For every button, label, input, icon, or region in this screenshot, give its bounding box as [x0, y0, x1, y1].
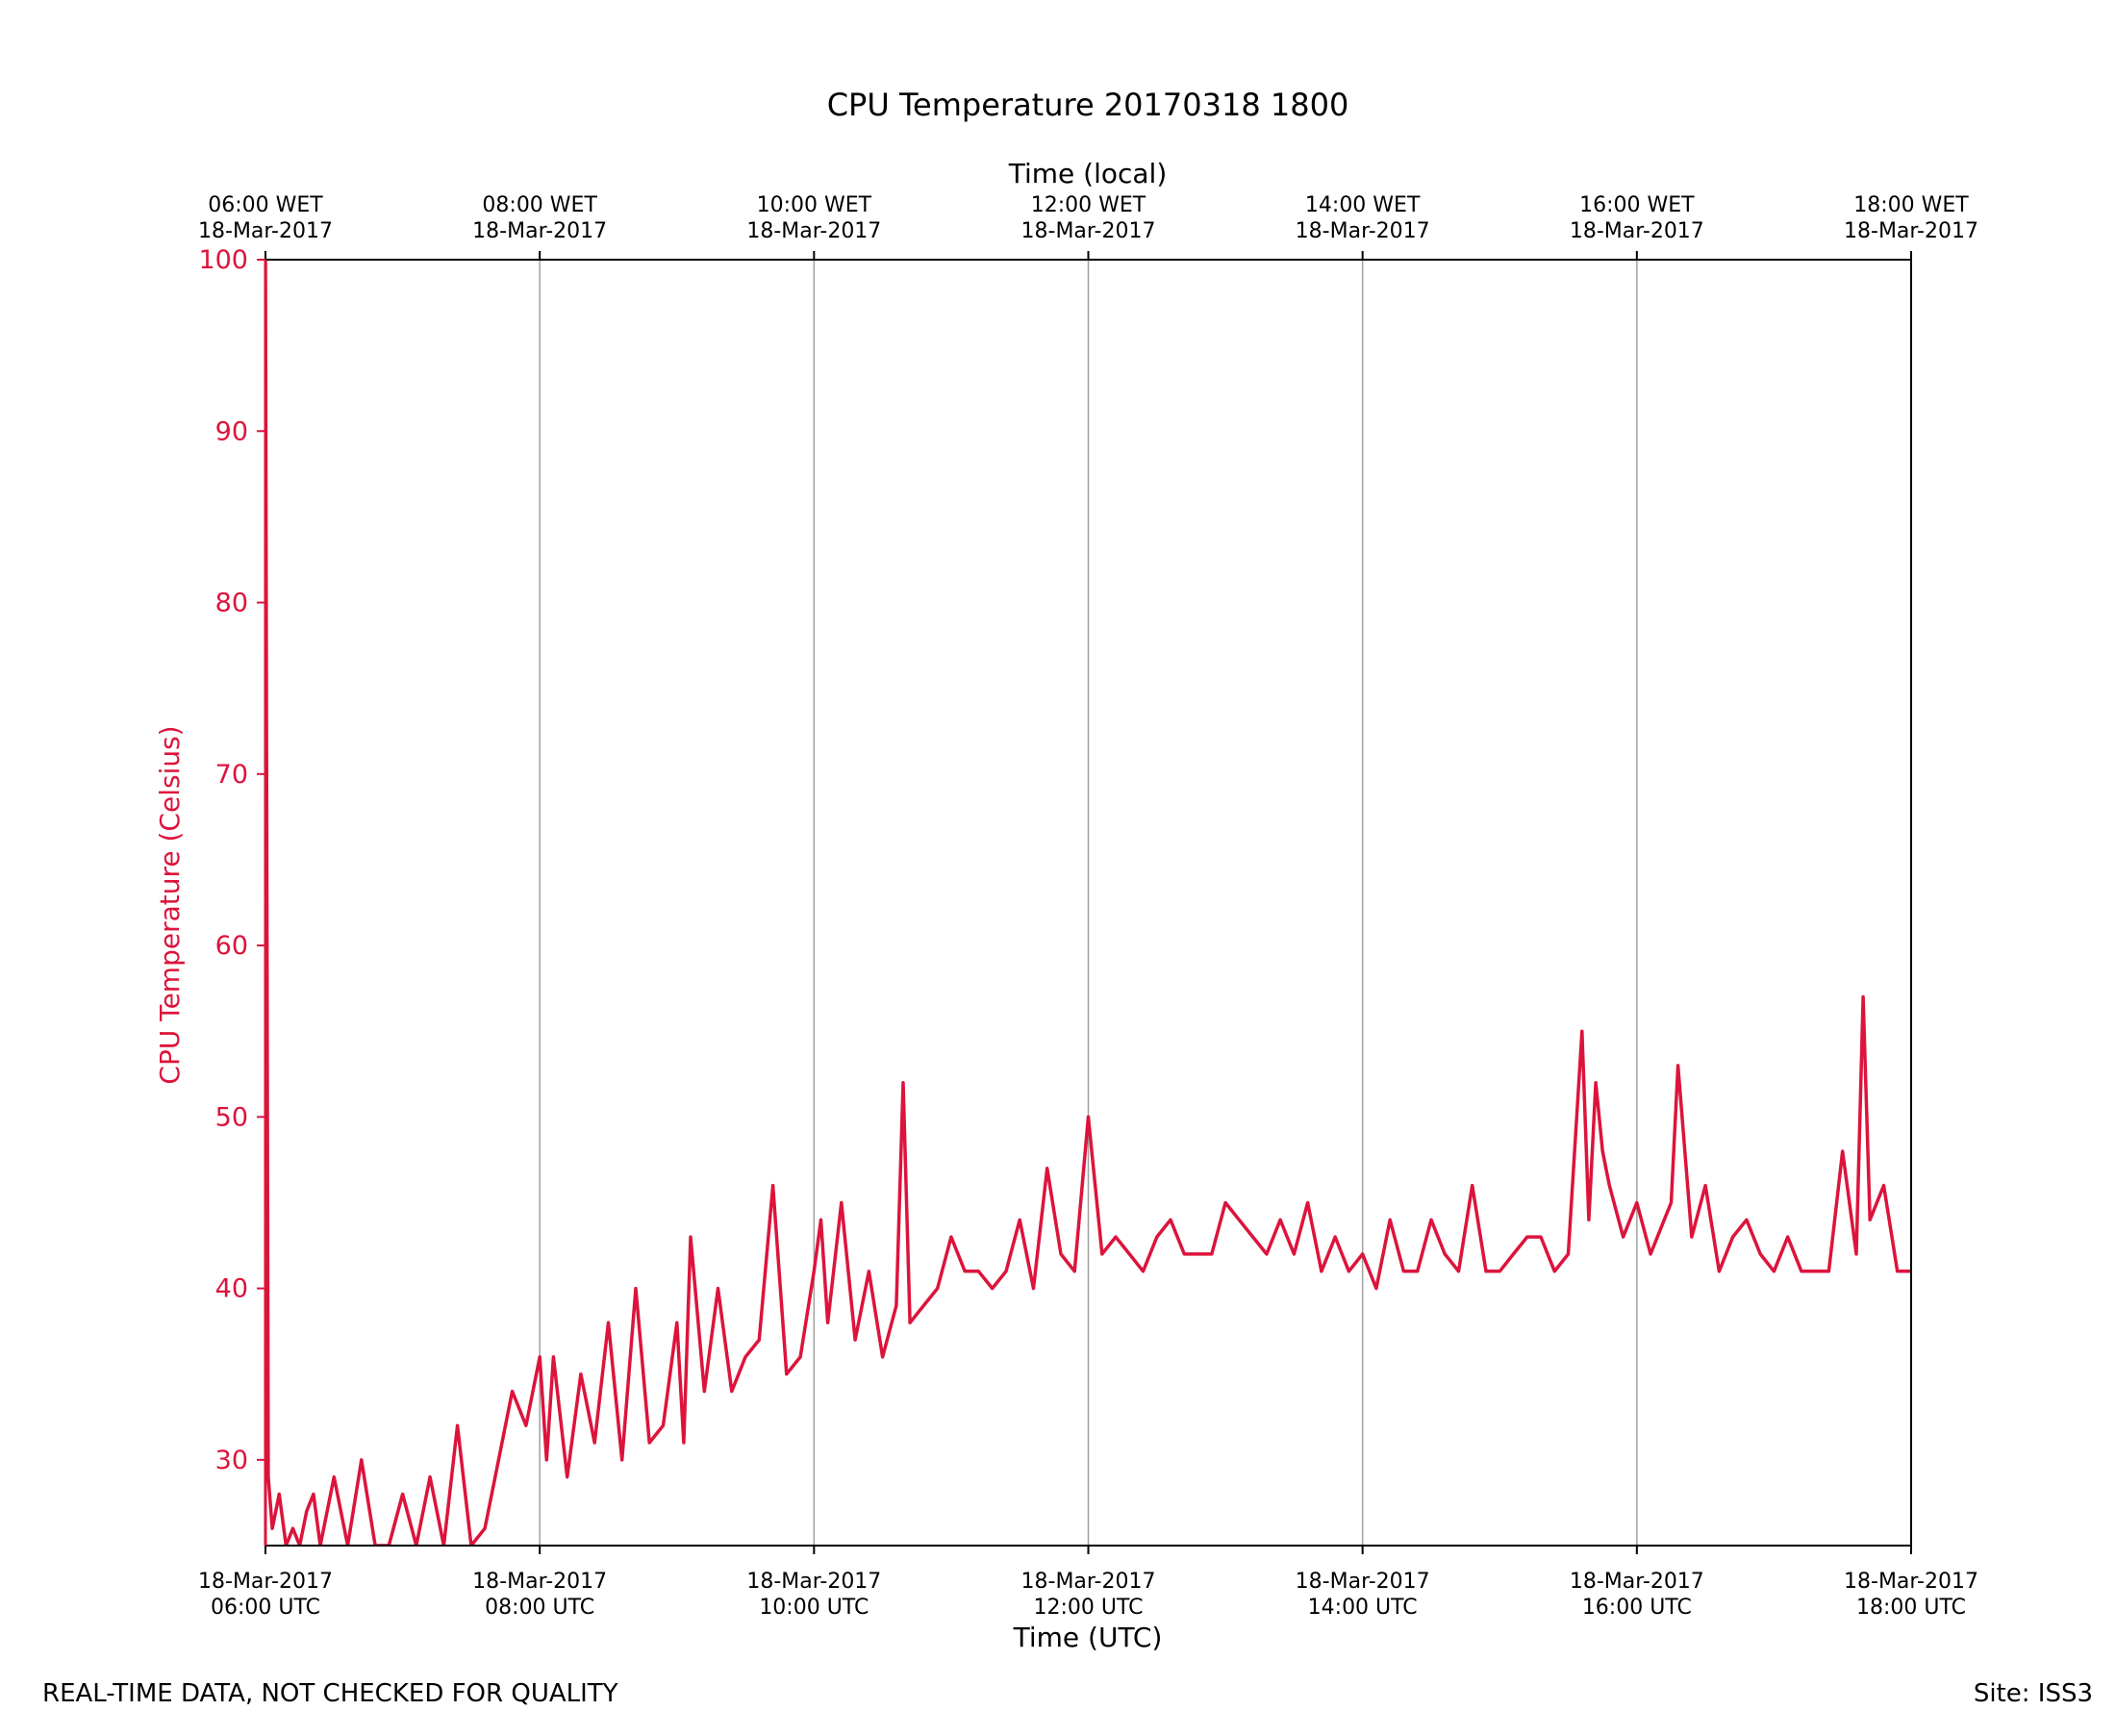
x-tick-label-bottom-time: 16:00 UTC [1582, 1596, 1692, 1620]
x-tick-label-top-date: 18-Mar-2017 [1844, 219, 1978, 243]
x-tick-label-bottom-date: 18-Mar-2017 [1844, 1570, 1978, 1594]
x-tick-label-top-date: 18-Mar-2017 [746, 219, 881, 243]
x-tick-label-top-time: 08:00 WET [482, 193, 597, 217]
y-tick-label: 80 [215, 589, 248, 618]
site-label: Site: ISS3 [1973, 1679, 2093, 1708]
top-axis-label: Time (local) [1008, 158, 1168, 189]
x-tick-label-bottom-time: 10:00 UTC [759, 1596, 869, 1620]
x-tick-label-top-time: 16:00 WET [1579, 193, 1695, 217]
y-tick-label: 90 [215, 416, 248, 446]
x-tick-label-top-date: 18-Mar-2017 [472, 219, 607, 243]
x-tick-label-top-time: 18:00 WET [1853, 193, 1969, 217]
x-tick-label-bottom-date: 18-Mar-2017 [1021, 1570, 1156, 1594]
x-tick-label-bottom-time: 12:00 UTC [1033, 1596, 1143, 1620]
x-tick-label-bottom-date: 18-Mar-2017 [472, 1570, 607, 1594]
x-tick-label-top-date: 18-Mar-2017 [1296, 219, 1430, 243]
x-tick-label-top-time: 06:00 WET [208, 193, 323, 217]
x-tick-label-bottom-date: 18-Mar-2017 [198, 1570, 333, 1594]
chart-title: CPU Temperature 20170318 1800 [827, 87, 1349, 123]
y-tick-label: 100 [198, 245, 248, 275]
series-line-cpu-temperature [265, 260, 1911, 1546]
grid-layer [539, 260, 1638, 1546]
y-tick-label: 70 [215, 760, 248, 790]
y-tick-label: 50 [215, 1102, 248, 1132]
x-tick-label-bottom-time: 14:00 UTC [1308, 1596, 1418, 1620]
x-tick-label-bottom-date: 18-Mar-2017 [746, 1570, 881, 1594]
x-tick-label-bottom-date: 18-Mar-2017 [1296, 1570, 1430, 1594]
x-tick-label-top-date: 18-Mar-2017 [1570, 219, 1704, 243]
x-tick-label-bottom-time: 18:00 UTC [1856, 1596, 1966, 1620]
x-tick-label-bottom-date: 18-Mar-2017 [1570, 1570, 1704, 1594]
x-tick-label-top-time: 12:00 WET [1031, 193, 1146, 217]
x-tick-label-top-date: 18-Mar-2017 [1021, 219, 1156, 243]
y-tick-label: 40 [215, 1274, 248, 1304]
series-layer [265, 260, 1911, 1546]
x-tick-label-top-date: 18-Mar-2017 [198, 219, 333, 243]
x-tick-label-top-time: 10:00 WET [757, 193, 872, 217]
x-tick-label-bottom-time: 06:00 UTC [211, 1596, 320, 1620]
y-tick-label: 30 [215, 1446, 248, 1475]
y-tick-label: 60 [215, 931, 248, 961]
quality-note: REAL-TIME DATA, NOT CHECKED FOR QUALITY [42, 1679, 618, 1708]
x-tick-label-top-time: 14:00 WET [1305, 193, 1421, 217]
bottom-axis-label: Time (UTC) [1013, 1622, 1163, 1653]
x-tick-label-bottom-time: 08:00 UTC [485, 1596, 594, 1620]
y-axis-label: CPU Temperature (Celsius) [154, 725, 186, 1084]
